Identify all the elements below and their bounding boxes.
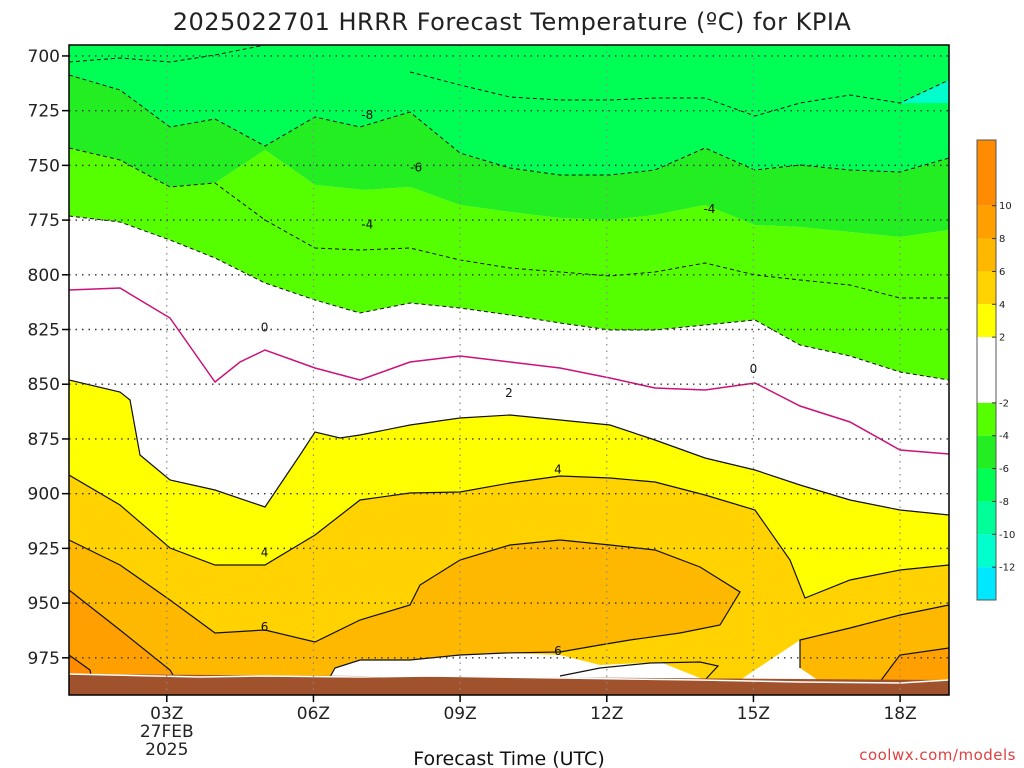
- contour-label-text: -4: [361, 217, 373, 231]
- contour-label: -4: [703, 202, 715, 216]
- colorbar-segment: [977, 501, 996, 535]
- contour-label: 0: [750, 362, 758, 376]
- colorbar-segment: [977, 402, 996, 436]
- plot-frame: [68, 44, 950, 696]
- colorbar-tick-label: 2: [999, 333, 1005, 344]
- contour-label-text: 6: [554, 644, 562, 658]
- band-yellow: [69, 380, 949, 598]
- band-bright-green: [69, 148, 949, 380]
- contour-label: 0: [261, 320, 269, 334]
- x-date-label: 27FEB: [140, 722, 194, 742]
- plot-area: -8 -6 -4 -4 0 0 2 4 4 6 6: [69, 45, 949, 695]
- contour-4: [69, 474, 949, 599]
- colorbar-segment: [977, 468, 996, 502]
- band-orange-light: [69, 540, 949, 695]
- x-tick-label: 12Z: [590, 704, 623, 724]
- contour-label: -6: [410, 161, 422, 175]
- contour-label-text: 0: [261, 320, 269, 334]
- colorbar-tick-label: 10: [999, 201, 1012, 212]
- colorbar-segment: [977, 567, 996, 600]
- contour-minus10: [69, 45, 949, 117]
- x-year-label: 2025: [145, 740, 188, 760]
- colorbar-tick-label: 6: [999, 267, 1005, 278]
- contour-6: [69, 539, 741, 695]
- credit-text: coolwx.com/models: [859, 746, 1016, 764]
- y-tick-label: 950: [28, 594, 60, 614]
- contour-label: 6: [261, 620, 269, 634]
- colorbar-frame: [976, 139, 997, 601]
- contour-2: [69, 379, 949, 516]
- ground-surface: [69, 674, 949, 695]
- x-tick-label: 09Z: [443, 704, 476, 724]
- colorbar-tick-label: 8: [999, 234, 1005, 245]
- colorbar-segment: [977, 238, 996, 272]
- y-tick-label: 975: [28, 649, 60, 669]
- colorbar-segment: [977, 435, 996, 469]
- colorbar-tick-label: -12: [999, 563, 1015, 574]
- y-tick-label: 850: [28, 375, 60, 395]
- contour-label-text: -4: [703, 202, 715, 216]
- x-tick-label: 18Z: [883, 704, 916, 724]
- x-tick-label: 03Z: [150, 704, 183, 724]
- colorbar-tick-label: -8: [999, 497, 1009, 508]
- y-tick-label: 700: [28, 47, 60, 67]
- contour-label-text: -8: [361, 108, 373, 122]
- contour-6-right: [559, 604, 949, 681]
- contour-label: 4: [261, 546, 269, 560]
- y-axis: 700 725 750 775 800 825 850 875 900 925 950 975: [28, 47, 69, 669]
- y-tick-label: 825: [28, 321, 60, 341]
- y-tick-label: 800: [28, 266, 60, 286]
- colorbar-tick-label: -2: [999, 398, 1009, 409]
- contour-label: -8: [361, 108, 373, 122]
- colorbar-tick-label: -4: [999, 431, 1009, 442]
- grid-lines: [69, 45, 949, 695]
- colorbar-segment: [977, 271, 996, 305]
- band-green: [69, 75, 949, 237]
- colorbar-segment: [977, 304, 996, 338]
- contour-minus8: [69, 74, 949, 176]
- y-tick-label: 900: [28, 485, 60, 505]
- y-tick-label: 725: [28, 102, 60, 122]
- contour-label: 4: [554, 463, 562, 477]
- y-tick-label: 925: [28, 539, 60, 559]
- contour-minus4: [69, 215, 949, 381]
- contour-label-text: -6: [410, 161, 422, 175]
- colorbar-segment: [977, 140, 996, 206]
- y-tick-label: 750: [28, 156, 60, 176]
- colorbar-segment: [977, 534, 996, 568]
- chart-title: 2025022701 HRRR Forecast Temperature (ºC…: [173, 8, 852, 36]
- contour-label: 2: [505, 386, 513, 400]
- colorbar-segment: [977, 205, 996, 239]
- contour-zero: [69, 287, 949, 455]
- contour-label: 6: [554, 644, 562, 658]
- colorbar-tick-label: 4: [999, 300, 1005, 311]
- colorbar-tick-label: -6: [999, 464, 1009, 475]
- contour-label: -4: [361, 217, 373, 231]
- x-tick-label: 06Z: [297, 704, 330, 724]
- x-tick-label: 15Z: [737, 704, 770, 724]
- ground-edge: [69, 673, 949, 684]
- y-tick-label: 875: [28, 430, 60, 450]
- x-axis-label: Forecast Time (UTC): [413, 748, 604, 768]
- colorbar: 10 8 6 4 2 -2 -4 -6 -8 -10 -12: [976, 139, 1015, 601]
- band-white: [69, 216, 949, 515]
- colorbar-segment: [977, 337, 996, 403]
- contour-label-text: 4: [261, 546, 269, 560]
- contour-label-text: 2: [505, 386, 513, 400]
- contour-labels: -8 -6 -4 -4 0 0 2 4 4 6 6: [261, 108, 758, 658]
- band-mint: [69, 45, 949, 175]
- contour-label-text: 0: [750, 362, 758, 376]
- contour-label-text: 4: [554, 463, 562, 477]
- contour-minus6: [69, 147, 949, 299]
- contour-label-text: 6: [261, 620, 269, 634]
- colorbar-tick-label: -10: [999, 530, 1015, 541]
- y-tick-label: 775: [28, 211, 60, 231]
